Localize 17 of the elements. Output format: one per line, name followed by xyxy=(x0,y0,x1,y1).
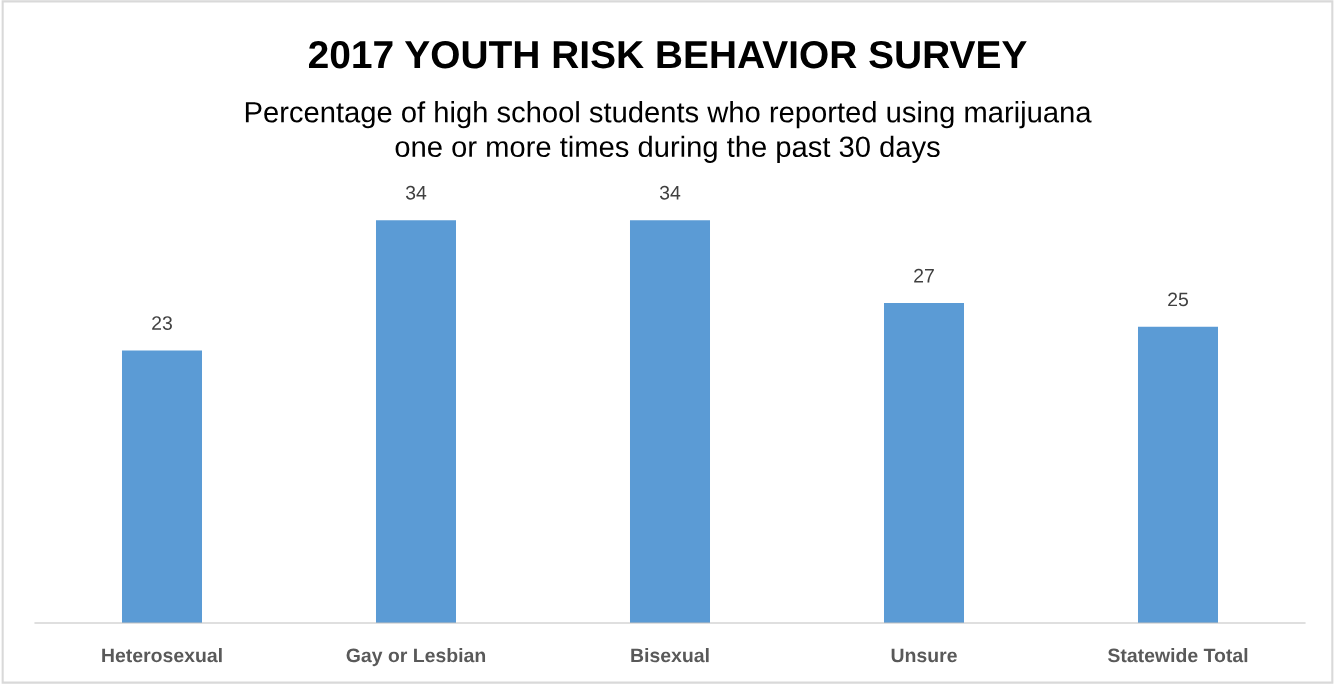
bar xyxy=(375,220,456,623)
data-label: 34 xyxy=(659,185,681,200)
data-label: 25 xyxy=(1168,292,1188,307)
bar xyxy=(1137,326,1218,623)
chart-title: 2017 YOUTH RISK BEHAVIOR SURVEY xyxy=(308,40,1027,69)
data-label: 23 xyxy=(152,316,172,330)
x-tick-label: Heterosexual xyxy=(102,648,222,663)
chart-subtitle: Percentage of high school students who reported using marijuana one or more times during the past 30 days xyxy=(245,101,1092,163)
data-label: 27 xyxy=(914,268,934,283)
x-tick-label: Bisexual xyxy=(631,648,709,663)
bar xyxy=(122,350,203,623)
x-tick-label: Unsure xyxy=(891,648,957,663)
x-tick-label: Gay or Lesbian xyxy=(346,648,486,667)
x-tick-label: Statewide Total xyxy=(1107,648,1248,663)
data-label: 34 xyxy=(405,185,427,200)
bar xyxy=(883,303,964,623)
bar xyxy=(629,220,710,623)
